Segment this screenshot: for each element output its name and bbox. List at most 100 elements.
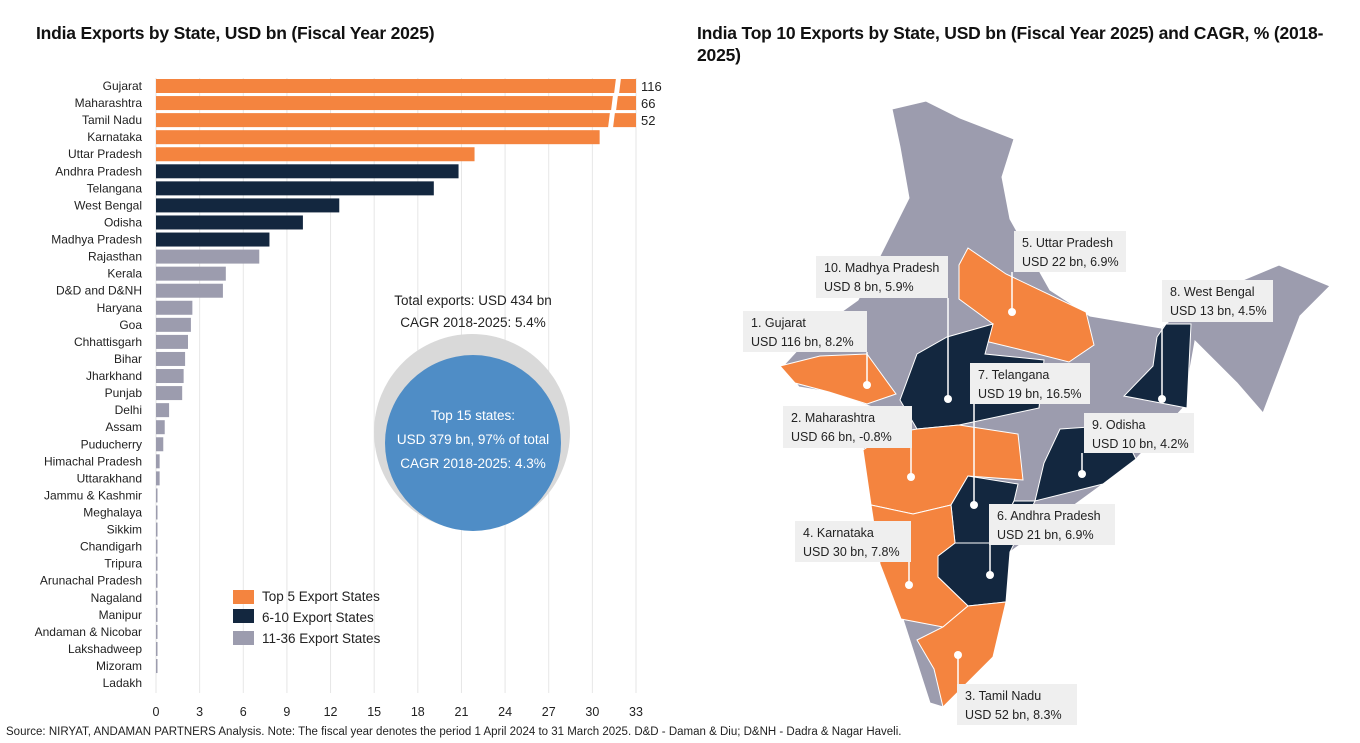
bar-value-label: 52 [641,113,655,128]
callout-value: USD 66 bn, -0.8% [791,430,892,444]
x-tick-label: 24 [498,705,512,719]
total-exports-text: Total exports: USD 434 bn [394,293,552,308]
legend-swatch-rest [233,631,254,645]
top15-line3: CAGR 2018-2025: 4.3% [400,456,546,471]
callout-box [970,363,1090,404]
category-label: Chandigarh [80,540,142,554]
callout-title: 5. Uttar Pradesh [1022,236,1113,250]
callout-value: USD 19 bn, 16.5% [978,387,1082,401]
callout-value: USD 52 bn, 8.3% [965,708,1062,722]
category-label: Nagaland [91,591,142,605]
bar-chhattisgarh [156,334,188,349]
category-label: Arunachal Pradesh [40,574,142,588]
callout-box [1014,231,1126,272]
category-label: Uttarakhand [77,471,142,485]
category-label: Kerala [107,267,142,281]
axis-break-mark [608,112,615,129]
callout-dot [986,571,994,579]
callout-dot [905,581,913,589]
bar-haryana [156,300,193,315]
x-tick-label: 0 [153,705,160,719]
category-label: Chhattisgarh [74,335,142,349]
bar-bihar [156,351,186,366]
category-label: Punjab [105,386,143,400]
category-label: Rajasthan [88,250,142,264]
callout-title: 4. Karnataka [803,526,874,540]
category-label: Ladakh [103,676,142,690]
top15-line1: Top 15 states: [431,408,515,423]
callout-box [743,311,867,352]
bar-gujarat [156,79,636,93]
x-tick-label: 30 [585,705,599,719]
category-label: Karnataka [87,130,142,144]
bar-nagaland [156,590,158,605]
category-label: Assam [105,420,142,434]
category-label: Goa [119,318,142,332]
bar-puducherry [156,437,164,452]
callout-telangana: 7. Telangana USD 19 bn, 16.5% [970,363,1090,509]
bar-mizoram [156,659,158,674]
bar-jharkhand [156,369,184,384]
bar-karnataka [156,130,600,145]
bar-value-label: 116 [641,79,662,94]
callout-dot [1008,308,1016,316]
bar-manipur [156,607,158,622]
callout-value: USD 30 bn, 7.8% [803,545,900,559]
callout-box [783,406,912,448]
bar-chandigarh [156,539,158,554]
category-label: West Bengal [74,198,142,212]
x-tick-label: 3 [196,705,203,719]
callout-value: USD 13 bn, 4.5% [1170,304,1267,318]
top15-line2: USD 379 bn, 97% of total [397,432,549,447]
x-tick-label: 33 [629,705,643,719]
callout-andhra-pradesh: 6. Andhra Pradesh USD 21 bn, 6.9% [986,504,1115,579]
callout-box [1162,280,1273,322]
callout-value: USD 8 bn, 5.9% [824,280,914,294]
bar-himachal-pradesh [156,454,160,469]
callout-gujarat: 1. Gujarat USD 116 bn, 8.2% [743,311,871,389]
category-label: Maharashtra [75,96,143,110]
callout-tamil-nadu: 3. Tamil Nadu USD 52 bn, 8.3% [954,651,1077,725]
category-label: Sikkim [107,523,142,537]
callout-title: 10. Madhya Pradesh [824,261,939,275]
callout-box [795,521,911,562]
category-label: Mizoram [96,659,142,673]
callout-dot [907,473,915,481]
callout-title: 6. Andhra Pradesh [997,509,1101,523]
bar-assam [156,420,165,435]
x-tick-label: 15 [367,705,381,719]
callout-maharashtra: 2. Maharashtra USD 66 bn, -0.8% [783,406,915,481]
bar-uttarakhand [156,471,160,486]
callout-west-bengal: 8. West Bengal USD 13 bn, 4.5% [1158,280,1273,403]
bar-jammu-kashmir [156,488,158,503]
category-label: Uttar Pradesh [68,147,142,161]
bar-value-label: 66 [641,96,655,111]
callout-madhya-pradesh: 10. Madhya Pradesh USD 8 bn, 5.9% [816,256,952,403]
bar-andhra-pradesh [156,164,459,179]
bar-d-d-and-d-nh [156,283,223,298]
callout-value: USD 21 bn, 6.9% [997,528,1094,542]
callout-box [816,256,948,298]
source-note: Source: NIRYAT, ANDAMAN PARTNERS Analysi… [6,726,902,738]
category-label: Jammu & Kashmir [44,488,142,502]
callout-dot [954,651,962,659]
map-state-west-bengal [1122,323,1192,409]
x-tick-label: 9 [283,705,290,719]
callout-title: 9. Odisha [1092,418,1146,432]
bar-andaman-nicobar [156,624,158,639]
bar-delhi [156,403,170,418]
x-tick-label: 6 [240,705,247,719]
legend-label-top5: Top 5 Export States [262,589,380,604]
legend: Top 5 Export States 6-10 Export States 1… [233,589,381,646]
bar-telangana [156,181,434,196]
legend-swatch-top5 [233,590,254,604]
summary-annotation: Total exports: USD 434 bn CAGR 2018-2025… [374,293,570,531]
map-callouts: 1. Gujarat USD 116 bn, 8.2% 2. Maharashtra… [743,231,1273,725]
left-chart-title: India Exports by State, USD bn (Fiscal Y… [36,23,435,43]
callout-value: USD 22 bn, 6.9% [1022,255,1119,269]
axis-break-mark [611,95,618,112]
bar-kerala [156,266,226,281]
category-label: Himachal Pradesh [44,454,142,468]
category-label: Andhra Pradesh [55,164,142,178]
bar-odisha [156,215,303,230]
